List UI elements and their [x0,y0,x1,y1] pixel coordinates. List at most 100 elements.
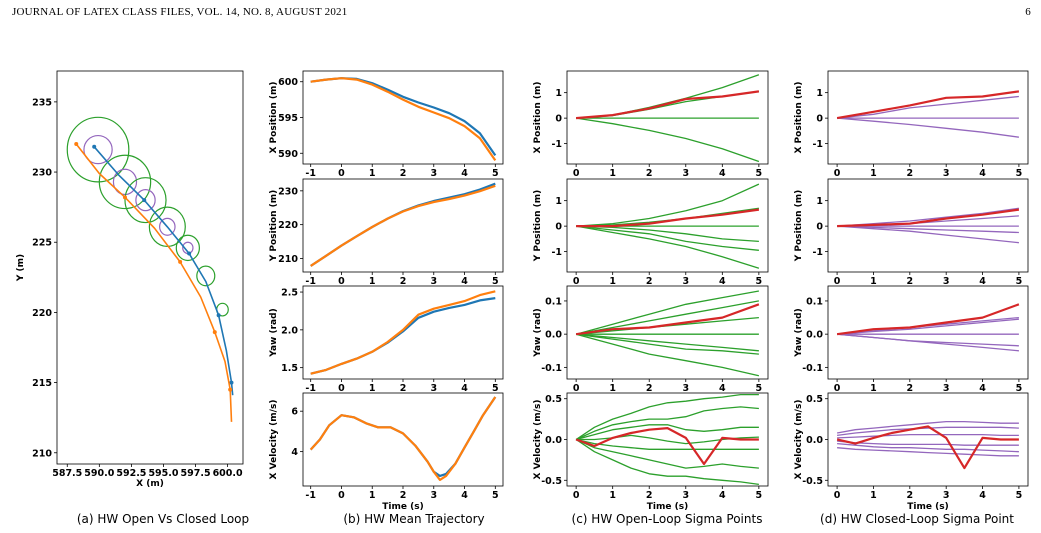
x-tick-label: 0 [338,276,345,287]
plot-frame [302,70,504,165]
series-line-green [575,438,759,450]
y-tick-label: -1 [812,247,823,258]
plot-b1: 590 595 600 -1 0 1 2 3 4 5 X Position (m) [269,70,504,179]
plot-area [66,116,234,422]
plot-d2: -1 0 1 0 1 2 3 4 5 Y Position (m) [794,178,1029,287]
x-tick-label: 590.0 [84,468,114,479]
y-tick-label: 0.0 [545,330,562,341]
x-tick-label: 0 [338,490,345,501]
plot-b2: 210 220 230 -1 0 1 2 3 4 5 Y Position (m) [269,178,504,287]
x-tick-label: 5 [1016,490,1023,501]
y-axis-label: Yaw (rad) [269,308,279,357]
series-line-green [575,438,759,469]
series-line-purple [837,333,1019,347]
x-tick-label: 3 [682,490,689,501]
series-line-orange [75,143,233,422]
series-line-purple [837,433,1019,439]
x-tick-label: 2 [646,383,653,394]
series-marker [228,387,233,392]
series-line-green [576,117,760,163]
series-line-green [576,333,759,352]
uncertainty-ellipse [66,116,130,183]
y-axis-label: Yaw (rad) [533,308,543,357]
series-line-red [836,90,1020,120]
x-tick-label: 5 [756,168,763,179]
series-line-blue [93,146,234,396]
y-axis-label: X Velocity (m/s) [794,400,804,480]
series-line-green [576,74,760,119]
x-tick-label: 1 [369,276,376,287]
series-line-purple [837,95,1019,119]
x-tick-label: 1 [870,490,877,501]
x-tick-label: 2 [400,276,407,287]
series-marker [122,195,127,200]
plot-frame [827,285,1029,380]
figure-caption: (b) HW Mean Trajectory [343,512,484,526]
x-tick-label: 0 [573,168,580,179]
uncertainty-ellipse [98,154,152,210]
journal-header: JOURNAL OF LATEX CLASS FILES, VOL. 14, N… [12,6,348,18]
x-tick-label: 3 [943,168,950,179]
series-marker [92,144,97,149]
series-line-orange [310,290,496,375]
series-line-purple [837,117,1019,138]
y-tick-label: 1 [816,88,823,99]
plot-frame [827,178,1029,273]
x-tick-label: 3 [943,490,950,501]
series-marker [178,259,183,264]
x-tick-label: 5 [756,490,763,501]
plot-area [575,290,760,377]
x-tick-label: 2 [907,490,914,501]
series-marker [74,141,79,146]
plot-area [309,396,497,481]
page-number: 6 [1025,6,1031,18]
x-tick-label: 592.5 [116,468,146,479]
x-tick-label: 4 [979,490,986,501]
y-tick-label: 0.0 [806,435,823,446]
x-tick-label: 3 [430,490,437,501]
y-axis-label: X Velocity (m/s) [533,400,543,480]
plot-c2: -1 0 1 0 1 2 3 4 5 Y Position (m) [533,178,769,287]
x-axis-label: Time (s) [907,502,948,512]
y-axis-label: Yaw (rad) [794,308,804,357]
y-axis-label: Y Position (m) [794,190,804,263]
x-tick-label: 4 [461,490,468,501]
x-tick-label: 4 [719,490,726,501]
x-tick-label: -1 [305,383,316,394]
series-line-blue [310,77,497,157]
series-line-red [836,425,1019,470]
uncertainty-ellipse [135,189,156,212]
x-tick-label: 1 [870,276,877,287]
x-tick-label: 5 [1016,168,1023,179]
x-tick-label: 1 [609,168,616,179]
plot-d3: -0.1 0.0 0.1 0 1 2 3 4 5 Yaw (rad) [794,285,1029,394]
x-tick-label: 5 [492,490,499,501]
y-tick-label: 235 [32,97,52,108]
x-tick-label: 2 [400,490,407,501]
x-tick-label: 3 [682,383,689,394]
y-tick-label: 220 [278,220,298,231]
y-tick-label: 595 [278,113,298,124]
figure-caption: (a) HW Open Vs Closed Loop [77,512,249,526]
x-tick-label: 2 [646,276,653,287]
plot-area [836,90,1020,138]
x-tick-label: 2 [646,168,653,179]
y-tick-label: 1 [555,196,562,207]
plot-area [836,303,1020,352]
plot-frame [56,70,244,465]
x-tick-label: 0 [834,490,841,501]
plot-area [837,207,1020,244]
x-tick-label: 4 [461,383,468,394]
y-tick-label: -1 [551,247,562,258]
uncertainty-ellipse [83,134,113,165]
series-line-red [575,427,759,466]
series-line-purple [837,426,1019,437]
figure-caption: (c) HW Open-Loop Sigma Points [572,512,763,526]
x-tick-label: 2 [907,168,914,179]
x-tick-label: 2 [907,383,914,394]
x-tick-label: 2 [907,276,914,287]
series-line-purple [837,440,1019,446]
series-marker [216,313,221,318]
x-tick-label: 587.5 [52,468,82,479]
